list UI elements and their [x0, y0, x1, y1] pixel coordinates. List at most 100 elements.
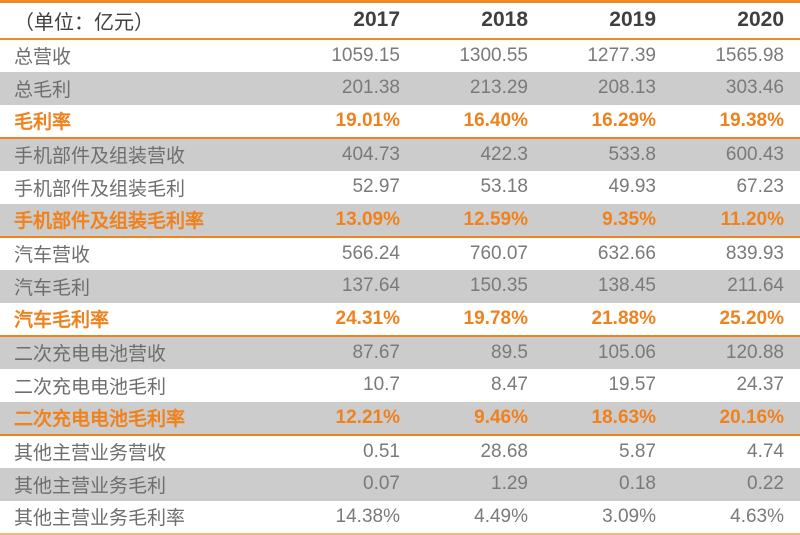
unit-label: （单位：亿元） [0, 0, 288, 40]
table-row: 汽车毛利 137.64 150.35 138.45 211.64 [0, 269, 800, 303]
table-row: 手机部件及组装营收 404.73 422.3 533.8 600.43 [0, 137, 800, 171]
cell-value: 208.13 [544, 71, 672, 105]
cell-value: 404.73 [288, 137, 416, 171]
table-row: 汽车营收 566.24 760.07 632.66 839.93 [0, 236, 800, 270]
cell-value: 4.74 [672, 434, 800, 468]
cell-value: 4.63% [672, 500, 800, 535]
cell-value: 150.35 [416, 269, 544, 303]
row-label: 手机部件及组装毛利率 [0, 203, 288, 238]
cell-value: 0.22 [672, 467, 800, 501]
cell-value: 12.21% [288, 401, 416, 436]
cell-value: 1059.15 [288, 38, 416, 72]
row-label: 二次充电电池毛利 [0, 368, 288, 402]
table-row: 汽车毛利率 24.31% 19.78% 21.88% 25.20% [0, 302, 800, 337]
cell-value: 53.18 [416, 170, 544, 204]
cell-value: 67.23 [672, 170, 800, 204]
row-label: 毛利率 [0, 104, 288, 139]
row-label: 汽车毛利 [0, 269, 288, 303]
cell-value: 566.24 [288, 236, 416, 270]
cell-value: 24.37 [672, 368, 800, 402]
cell-value: 24.31% [288, 302, 416, 337]
cell-value: 0.07 [288, 467, 416, 501]
table-row: 二次充电电池毛利率 12.21% 9.46% 18.63% 20.16% [0, 401, 800, 436]
row-label: 手机部件及组装营收 [0, 137, 288, 171]
cell-value: 11.20% [672, 203, 800, 238]
cell-value: 21.88% [544, 302, 672, 337]
column-header-year-2019: 2019 [544, 0, 672, 40]
cell-value: 138.45 [544, 269, 672, 303]
cell-value: 533.8 [544, 137, 672, 171]
table-row: 总营收 1059.15 1300.55 1277.39 1565.98 [0, 38, 800, 72]
cell-value: 201.38 [288, 71, 416, 105]
cell-value: 20.16% [672, 401, 800, 436]
cell-value: 19.01% [288, 104, 416, 139]
row-label: 其他主营业务毛利 [0, 467, 288, 501]
cell-value: 760.07 [416, 236, 544, 270]
cell-value: 0.18 [544, 467, 672, 501]
column-header-year-2020: 2020 [672, 0, 800, 40]
table-row: 手机部件及组装毛利 52.97 53.18 49.93 67.23 [0, 170, 800, 204]
cell-value: 49.93 [544, 170, 672, 204]
table-row: 毛利率 19.01% 16.40% 16.29% 19.38% [0, 104, 800, 139]
row-label: 其他主营业务营收 [0, 434, 288, 468]
cell-value: 600.43 [672, 137, 800, 171]
row-label: 总毛利 [0, 71, 288, 105]
table-row: 二次充电电池毛利 10.7 8.47 19.57 24.37 [0, 368, 800, 402]
row-label: 二次充电电池毛利率 [0, 401, 288, 436]
cell-value: 13.09% [288, 203, 416, 238]
cell-value: 120.88 [672, 335, 800, 369]
cell-value: 14.38% [288, 500, 416, 535]
cell-value: 9.35% [544, 203, 672, 238]
cell-value: 303.46 [672, 71, 800, 105]
cell-value: 4.49% [416, 500, 544, 535]
row-label: 汽车营收 [0, 236, 288, 270]
cell-value: 16.29% [544, 104, 672, 139]
cell-value: 839.93 [672, 236, 800, 270]
cell-value: 213.29 [416, 71, 544, 105]
cell-value: 19.57 [544, 368, 672, 402]
cell-value: 5.87 [544, 434, 672, 468]
cell-value: 8.47 [416, 368, 544, 402]
table-header: （单位：亿元） 2017 2018 2019 2020 [0, 0, 800, 40]
cell-value: 25.20% [672, 302, 800, 337]
cell-value: 89.5 [416, 335, 544, 369]
table-body: 总营收 1059.15 1300.55 1277.39 1565.98 总毛利 201.38… [0, 38, 800, 535]
cell-value: 9.46% [416, 401, 544, 436]
row-label: 其他主营业务毛利率 [0, 500, 288, 535]
row-label: 总营收 [0, 38, 288, 72]
cell-value: 12.59% [416, 203, 544, 238]
table-row: 总毛利 201.38 213.29 208.13 303.46 [0, 71, 800, 105]
cell-value: 1300.55 [416, 38, 544, 72]
cell-value: 16.40% [416, 104, 544, 139]
cell-value: 0.51 [288, 434, 416, 468]
cell-value: 211.64 [672, 269, 800, 303]
cell-value: 422.3 [416, 137, 544, 171]
cell-value: 87.67 [288, 335, 416, 369]
cell-value: 137.64 [288, 269, 416, 303]
cell-value: 52.97 [288, 170, 416, 204]
header-row: （单位：亿元） 2017 2018 2019 2020 [0, 0, 800, 40]
cell-value: 632.66 [544, 236, 672, 270]
cell-value: 1277.39 [544, 38, 672, 72]
cell-value: 3.09% [544, 500, 672, 535]
table-row: 二次充电电池营收 87.67 89.5 105.06 120.88 [0, 335, 800, 369]
cell-value: 10.7 [288, 368, 416, 402]
cell-value: 1.29 [416, 467, 544, 501]
cell-value: 19.38% [672, 104, 800, 139]
column-header-year-2017: 2017 [288, 0, 416, 40]
row-label: 汽车毛利率 [0, 302, 288, 337]
column-header-year-2018: 2018 [416, 0, 544, 40]
table-row: 手机部件及组装毛利率 13.09% 12.59% 9.35% 11.20% [0, 203, 800, 238]
cell-value: 105.06 [544, 335, 672, 369]
cell-value: 18.63% [544, 401, 672, 436]
table-row: 其他主营业务毛利率 14.38% 4.49% 3.09% 4.63% [0, 500, 800, 535]
cell-value: 28.68 [416, 434, 544, 468]
table-row: 其他主营业务营收 0.51 28.68 5.87 4.74 [0, 434, 800, 468]
row-label: 二次充电电池营收 [0, 335, 288, 369]
row-label: 手机部件及组装毛利 [0, 170, 288, 204]
table-row: 其他主营业务毛利 0.07 1.29 0.18 0.22 [0, 467, 800, 501]
cell-value: 1565.98 [672, 38, 800, 72]
cell-value: 19.78% [416, 302, 544, 337]
